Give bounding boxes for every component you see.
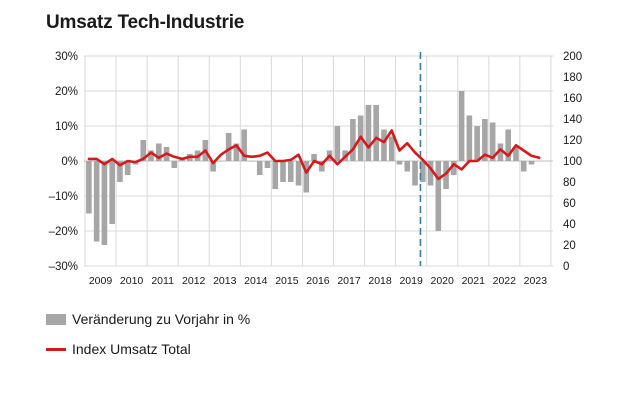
x-tick-label: 2023 (524, 275, 548, 287)
x-tick-label: 2018 (368, 275, 392, 287)
y-left-tick-label: 30% (55, 51, 78, 63)
y-right-tick-label: 120 (563, 135, 582, 147)
bar (280, 161, 286, 182)
bar (482, 119, 488, 161)
bar (334, 126, 341, 161)
bar (109, 161, 115, 224)
bar (86, 161, 92, 214)
x-tick-label: 2020 (431, 275, 455, 287)
chart-plot: –30% –20% –10% 0% 10% 20% 30% 0 20 40 60 80 100 120 14… (49, 51, 583, 287)
bar (451, 161, 457, 175)
x-tick-label: 2021 (462, 275, 486, 287)
bar (350, 119, 356, 161)
bar (365, 105, 372, 161)
y-left-tick-label: 10% (55, 121, 78, 133)
y-right-tick-label: 60 (563, 198, 576, 210)
bar (218, 161, 224, 162)
bar (489, 122, 496, 161)
y-right-tick-label: 140 (563, 114, 582, 126)
chart-title: Umsatz Tech-Industrie (46, 12, 245, 33)
x-tick-label: 2011 (151, 275, 174, 287)
y-left-tick-label: 20% (55, 86, 78, 98)
bar (396, 161, 403, 165)
y-left-tick-label: 0% (61, 156, 78, 168)
bar (319, 161, 325, 172)
x-tick-label: 2014 (244, 275, 268, 287)
legend-bar-label: Veränderung zu Vorjahr in % (72, 311, 251, 327)
bar (474, 126, 480, 161)
bar (225, 133, 232, 161)
bar (241, 129, 247, 161)
bar (505, 129, 511, 161)
x-tick-label: 2016 (306, 275, 330, 287)
bar (155, 143, 162, 161)
legend-item-bars: Veränderung zu Vorjahr in % (46, 310, 250, 328)
bar (101, 161, 108, 245)
y-left-tick-label: –20% (49, 226, 78, 238)
bar (93, 161, 100, 242)
bar (427, 161, 434, 186)
bar (513, 147, 519, 161)
legend-item-line: Index Umsatz Total (46, 340, 250, 358)
bar (303, 161, 310, 193)
x-tick-label: 2015 (275, 275, 299, 287)
bar (117, 161, 123, 182)
y-left-tick-label: –30% (49, 261, 78, 273)
bar (520, 161, 527, 172)
x-tick-label: 2017 (337, 275, 361, 287)
bar (295, 161, 302, 186)
bar (249, 161, 255, 162)
bar (140, 140, 147, 161)
bar (528, 161, 535, 165)
bar (412, 161, 418, 186)
bar (272, 161, 279, 189)
x-tick-label: 2022 (493, 275, 517, 287)
legend: Veränderung zu Vorjahr in % Index Umsatz… (46, 310, 250, 370)
bar (466, 115, 473, 161)
y-right-tick-label: 20 (563, 240, 576, 252)
bar (256, 161, 263, 175)
bar (497, 143, 504, 161)
index-line (87, 129, 541, 181)
y-right-tick-label: 80 (563, 177, 576, 189)
x-tick-label: 2013 (213, 275, 237, 287)
bar (287, 161, 294, 182)
y-right-tick-label: 180 (563, 72, 582, 84)
bar (373, 105, 379, 161)
y-right-tick-label: 200 (563, 51, 582, 63)
x-tick-label: 2012 (182, 275, 206, 287)
y-right-tick-label: 40 (563, 219, 576, 231)
y-left-tick-label: –10% (49, 191, 78, 203)
bar (210, 161, 216, 172)
x-tick-label: 2019 (399, 275, 423, 287)
bar (311, 154, 317, 161)
legend-line-swatch (46, 347, 66, 351)
bar (171, 161, 178, 168)
bar (388, 136, 395, 161)
x-tick-label: 2010 (120, 275, 144, 287)
legend-line-label: Index Umsatz Total (72, 341, 191, 357)
bar (124, 161, 131, 175)
bar (435, 161, 442, 231)
bar (419, 161, 426, 182)
y-right-tick-label: 160 (563, 93, 582, 105)
bar (148, 150, 154, 161)
bar (404, 161, 411, 172)
bar (264, 161, 271, 168)
bar (233, 143, 240, 161)
legend-bar-swatch (46, 313, 66, 325)
y-right-tick-label: 100 (563, 156, 582, 168)
bar (458, 91, 465, 161)
bar (381, 129, 387, 161)
x-tick-label: 2009 (89, 275, 113, 287)
y-right-tick-label: 0 (563, 261, 569, 273)
